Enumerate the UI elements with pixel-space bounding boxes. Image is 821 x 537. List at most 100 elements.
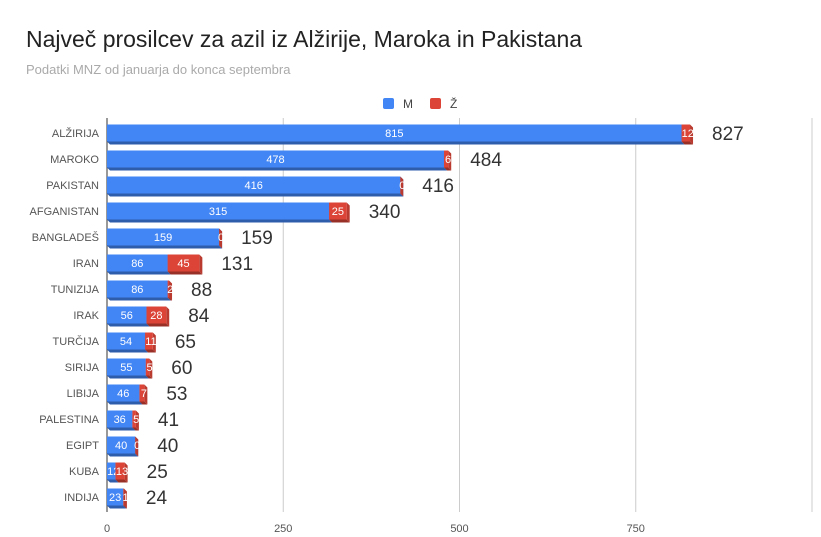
data-label: 13: [116, 466, 128, 478]
bar-Ž: [115, 462, 125, 480]
legend-label: Ž: [450, 96, 457, 111]
bar-depth: [146, 323, 170, 327]
bar-M: [107, 332, 146, 350]
bar-side: [448, 150, 452, 171]
bar-Ž: [443, 150, 449, 168]
bar-depth: [107, 375, 149, 379]
bar-Ž: [167, 280, 170, 298]
data-label: 478: [266, 154, 284, 166]
data-label: 0: [218, 232, 224, 244]
bar-M: [107, 462, 116, 480]
bar-M: [107, 228, 220, 246]
bar-side: [199, 254, 203, 275]
data-label: 815: [385, 128, 403, 140]
x-tick-label: 0: [104, 523, 110, 535]
bar-depth: [107, 505, 127, 509]
category-label: TUNIZIJA: [51, 284, 100, 296]
bar-depth: [115, 479, 128, 483]
bar-M: [107, 384, 140, 402]
data-label: 55: [120, 362, 132, 374]
bar-side: [166, 306, 170, 327]
bar-side: [135, 436, 139, 457]
category-label: AFGANISTAN: [30, 206, 100, 218]
data-label: 25: [332, 206, 344, 218]
data-label: 86: [131, 284, 143, 296]
total-label: 484: [470, 150, 502, 171]
bar-depth: [167, 297, 173, 301]
category-label: ALŽIRIJA: [52, 127, 100, 140]
bar-Ž: [145, 358, 150, 376]
chart-subtitle: Podatki MNZ od januarja do konca septemb…: [26, 62, 291, 77]
data-label: 416: [244, 180, 262, 192]
bar-side: [219, 228, 223, 249]
bar-depth: [167, 271, 203, 275]
total-label: 24: [146, 488, 168, 509]
bar-side: [169, 280, 173, 301]
data-label: 315: [209, 206, 227, 218]
bar-side: [346, 202, 350, 223]
bar-depth: [107, 167, 447, 171]
total-label: 40: [157, 436, 178, 457]
bar-depth: [681, 141, 694, 145]
category-label: TURČIJA: [53, 335, 100, 348]
total-label: 340: [369, 202, 401, 223]
data-label: 23: [109, 492, 121, 504]
bar-side: [690, 124, 694, 145]
bar-depth: [107, 141, 685, 145]
legend-swatch: [430, 98, 441, 109]
bar-depth: [107, 297, 171, 301]
bar-M: [107, 150, 444, 168]
data-label: 12: [682, 128, 694, 140]
data-label: 45: [177, 258, 189, 270]
x-tick-label: 500: [450, 523, 468, 535]
data-label: 40: [115, 440, 127, 452]
bar-Ž: [139, 384, 145, 402]
bar-depth: [107, 479, 119, 483]
bar-depth: [443, 167, 452, 171]
legend-label: M: [403, 97, 413, 111]
bar-depth: [107, 453, 139, 457]
bar-Ž: [167, 254, 200, 272]
total-label: 65: [175, 332, 196, 353]
bar-depth: [107, 323, 150, 327]
bar-M: [107, 254, 168, 272]
bar-Ž: [329, 202, 347, 220]
bar-M: [107, 176, 401, 194]
bar-side: [144, 384, 148, 405]
total-label: 60: [171, 358, 192, 379]
data-label: 28: [150, 310, 162, 322]
bar-M: [107, 358, 146, 376]
bar-side: [124, 462, 128, 483]
data-label: 2: [167, 284, 173, 296]
data-label: 0: [134, 440, 140, 452]
category-label: IRAN: [73, 258, 99, 270]
total-label: 25: [147, 462, 168, 483]
category-label: LIBIJA: [67, 388, 100, 400]
total-label: 827: [712, 124, 744, 145]
category-label: INDIJA: [64, 492, 100, 504]
category-label: MAROKO: [50, 154, 99, 166]
total-label: 416: [422, 176, 454, 197]
bar-Ž: [681, 124, 691, 142]
legend-swatch: [383, 98, 394, 109]
category-label: KUBA: [69, 466, 100, 478]
data-label: 0: [399, 180, 405, 192]
category-label: PALESTINA: [39, 414, 99, 426]
category-label: SIRIJA: [65, 362, 100, 374]
data-label: 86: [131, 258, 143, 270]
bar-side: [149, 358, 153, 379]
bar-depth: [107, 271, 171, 275]
bar-depth: [132, 427, 139, 431]
data-label: 7: [141, 388, 147, 400]
bar-side: [400, 176, 404, 197]
bar-M: [107, 202, 330, 220]
bar-M: [107, 410, 133, 428]
bar-Ž: [123, 488, 124, 506]
x-tick-label: 250: [274, 523, 292, 535]
bar-depth: [107, 245, 223, 249]
bar-Ž: [145, 332, 153, 350]
data-label: 54: [120, 336, 132, 348]
bar-M: [107, 280, 168, 298]
